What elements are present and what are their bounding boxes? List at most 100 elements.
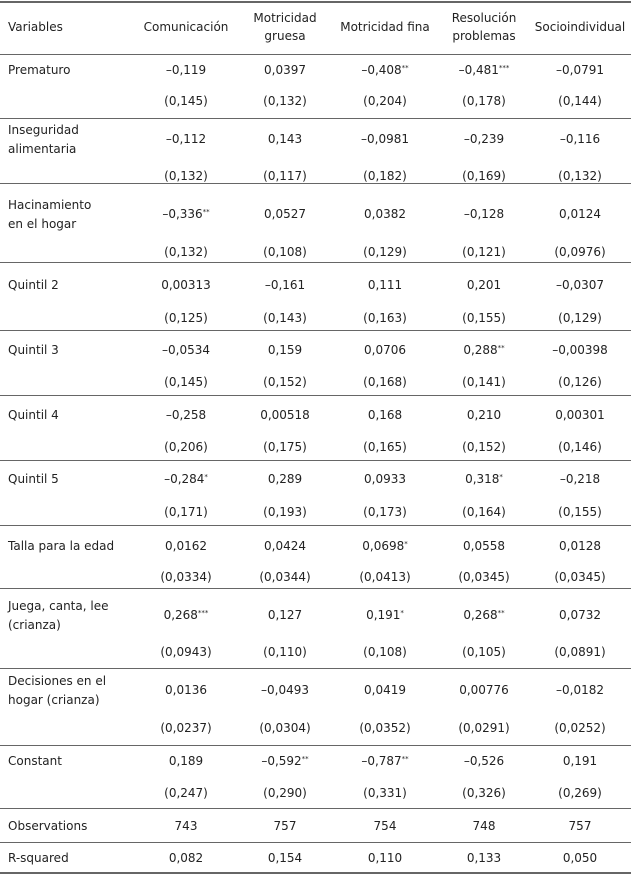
standard-error: (0,143) <box>263 311 307 325</box>
standard-error: (0,0304) <box>259 721 311 735</box>
coefficient: 0,00301 <box>555 408 605 422</box>
standard-error: (0,290) <box>263 786 307 800</box>
standard-error: (0,0334) <box>160 570 212 584</box>
coefficient: 0,0162 <box>165 539 207 553</box>
stat-value: 0,133 <box>466 851 502 865</box>
standard-error: (0,0413) <box>359 570 411 584</box>
coefficient: 0,00313 <box>161 278 211 292</box>
header-cell: Variables <box>8 20 63 34</box>
coefficient-value: 0,288 <box>463 343 498 357</box>
significance-stars: ** <box>401 755 409 763</box>
coefficient-value: 0,191 <box>366 608 401 622</box>
significance-stars: *** <box>498 64 510 72</box>
coefficient-value: 0,268 <box>463 608 498 622</box>
standard-error: (0,175) <box>263 440 307 454</box>
standard-error: (0,155) <box>558 505 602 519</box>
coefficient: 0,0698* <box>362 539 408 553</box>
stat-value: 748 <box>472 819 496 833</box>
row-label: Quintil 5 <box>8 472 59 486</box>
coefficient: 0,0397 <box>264 63 306 77</box>
coefficient: 0,0136 <box>165 683 207 697</box>
standard-error: (0,125) <box>164 311 208 325</box>
coefficient: 0,168 <box>367 408 403 422</box>
standard-error: (0,0252) <box>554 721 606 735</box>
stat-value: 754 <box>373 819 397 833</box>
coefficient-value: 0,318 <box>465 472 500 486</box>
standard-error: (0,144) <box>558 94 602 108</box>
standard-error: (0,182) <box>363 169 407 183</box>
standard-error: (0,0943) <box>160 645 212 659</box>
standard-error: (0,105) <box>462 645 506 659</box>
standard-error: (0,0344) <box>259 570 311 584</box>
row-label: Talla para la edad <box>8 539 115 553</box>
stat-value: 0,154 <box>267 851 303 865</box>
standard-error: (0,117) <box>263 169 307 183</box>
standard-error: (0,206) <box>164 440 208 454</box>
coefficient: 0,268*** <box>164 608 209 622</box>
coefficient: –0,0981 <box>361 132 409 146</box>
stat-value: 757 <box>273 819 297 833</box>
significance-stars: * <box>400 609 404 617</box>
standard-error: (0,269) <box>558 786 602 800</box>
coefficient: –0,119 <box>165 63 207 77</box>
row-label: Quintil 3 <box>8 343 59 357</box>
significance-stars: ** <box>401 64 409 72</box>
standard-error: (0,164) <box>462 505 506 519</box>
stat-value: 0,050 <box>562 851 598 865</box>
coefficient: 0,201 <box>466 278 502 292</box>
rule <box>0 842 631 843</box>
row-label: Quintil 4 <box>8 408 59 422</box>
significance-stars: ** <box>497 344 505 352</box>
standard-error: (0,121) <box>462 245 506 259</box>
standard-error: (0,132) <box>164 245 208 259</box>
standard-error: (0,146) <box>558 440 602 454</box>
row-label: alimentaria <box>8 142 77 156</box>
rule <box>0 808 631 809</box>
coefficient: –0,116 <box>559 132 601 146</box>
coefficient: –0,408** <box>361 63 408 77</box>
standard-error: (0,326) <box>462 786 506 800</box>
rule <box>0 262 631 263</box>
significance-stars: *** <box>197 609 209 617</box>
coefficient: 0,318* <box>465 472 503 486</box>
coefficient: –0,0182 <box>556 683 604 697</box>
standard-error: (0,169) <box>462 169 506 183</box>
row-label: Juega, canta, lee <box>8 599 109 613</box>
standard-error: (0,110) <box>263 645 307 659</box>
standard-error: (0,171) <box>164 505 208 519</box>
coefficient: –0,0791 <box>556 63 604 77</box>
standard-error: (0,178) <box>462 94 506 108</box>
rule <box>0 395 631 396</box>
row-label: Constant <box>8 754 62 768</box>
coefficient-value: –0,481 <box>458 63 499 77</box>
row-label: Prematuro <box>8 63 71 77</box>
significance-stars: ** <box>301 755 309 763</box>
row-label: Hacinamiento <box>8 198 92 212</box>
standard-error: (0,145) <box>164 94 208 108</box>
coefficient: 0,00518 <box>260 408 310 422</box>
coefficient-value: –0,336 <box>162 207 203 221</box>
coefficient: 0,210 <box>466 408 502 422</box>
standard-error: (0,0291) <box>458 721 510 735</box>
standard-error: (0,152) <box>462 440 506 454</box>
standard-error: (0,173) <box>363 505 407 519</box>
coefficient: 0,0128 <box>559 539 601 553</box>
rule <box>0 460 631 461</box>
coefficient: –0,239 <box>463 132 505 146</box>
stat-value: 757 <box>568 819 592 833</box>
row-label: Quintil 2 <box>8 278 59 292</box>
coefficient: 0,0527 <box>264 207 306 221</box>
row-label: en el hogar <box>8 217 77 231</box>
coefficient: –0,336** <box>162 207 209 221</box>
coefficient: –0,0534 <box>162 343 210 357</box>
standard-error: (0,152) <box>263 375 307 389</box>
rule <box>0 745 631 746</box>
coefficient: –0,218 <box>559 472 601 486</box>
significance-stars: * <box>204 473 208 481</box>
coefficient: 0,289 <box>267 472 303 486</box>
coefficient: 0,268** <box>463 608 504 622</box>
standard-error: (0,126) <box>558 375 602 389</box>
coefficient: 0,0933 <box>364 472 406 486</box>
rule <box>0 118 631 119</box>
